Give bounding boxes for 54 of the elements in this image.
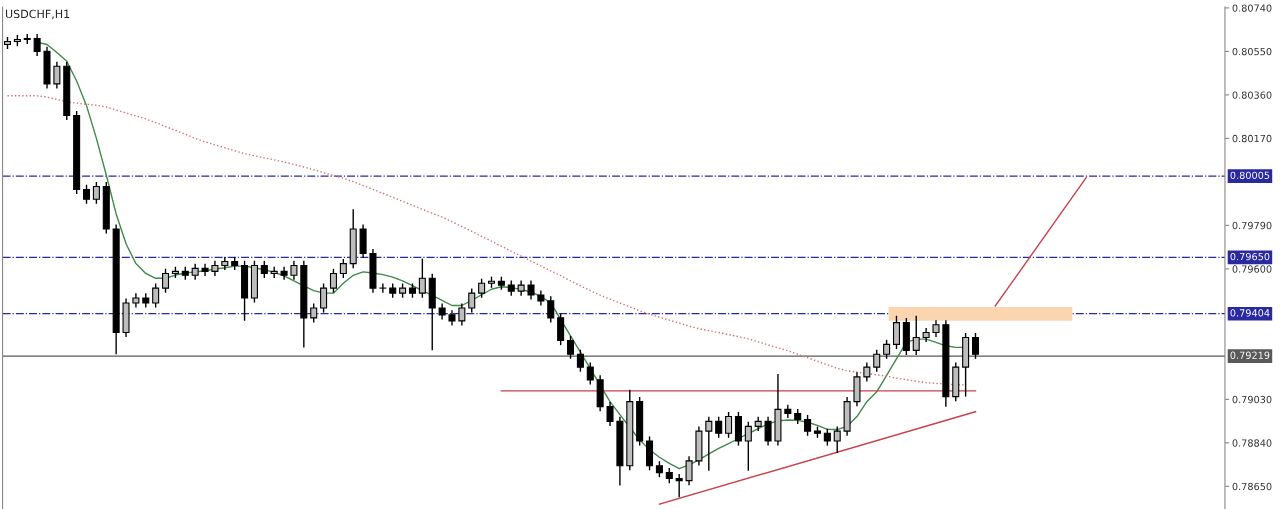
candlestick: [527, 279, 535, 301]
candlestick: [576, 348, 584, 373]
candlestick: [685, 455, 693, 486]
candlestick: [833, 425, 841, 454]
candlestick: [971, 332, 980, 360]
candlestick: [33, 33, 41, 57]
candlestick: [912, 315, 920, 356]
candlestick: [53, 61, 61, 90]
ref-line-label: 0.79219: [1230, 351, 1270, 359]
candlestick: [468, 287, 476, 314]
chart-title: USDCHF,H1: [5, 9, 70, 20]
candlestick: [557, 312, 565, 346]
candlestick: [83, 184, 91, 205]
candlestick: [715, 416, 723, 439]
candlestick: [310, 302, 318, 324]
candlestick: [162, 268, 170, 294]
y-tick-label: 0.79790: [1232, 221, 1272, 230]
candlestick: [458, 302, 466, 327]
candlestick: [744, 421, 752, 472]
candlestick: [379, 282, 387, 294]
candlestick: [804, 414, 812, 437]
candlestick: [270, 266, 278, 279]
y-tick-label: 0.79030: [1232, 395, 1272, 404]
ref-line-label: 0.79650: [1230, 252, 1270, 261]
candlestick: [863, 361, 871, 383]
candlestick: [478, 278, 486, 299]
candlestick: [725, 411, 733, 439]
candlestick: [764, 416, 772, 447]
y-tick-label: 0.80170: [1232, 134, 1272, 143]
candlestick: [418, 257, 426, 299]
y-tick-label: 0.78840: [1232, 439, 1272, 447]
y-tick-label: 0.79600: [1232, 265, 1272, 273]
candlestick: [606, 401, 614, 427]
candlestick: [586, 361, 594, 386]
candlestick: [320, 282, 328, 314]
candlestick: [883, 339, 891, 360]
y-tick-label: 0.80550: [1232, 47, 1272, 56]
candlestick: [705, 416, 713, 472]
y-tick-label: 0.80740: [1232, 4, 1272, 12]
candlestick: [201, 263, 209, 277]
candlestick: [892, 315, 900, 350]
candlestick: [290, 260, 298, 281]
candlestick: [92, 181, 100, 205]
candlestick: [339, 258, 347, 279]
candlestick: [152, 282, 160, 309]
y-tick-label: 0.80360: [1232, 91, 1272, 99]
candlestick: [873, 348, 881, 373]
candlestick: [567, 335, 575, 360]
ref-line-label: 0.80005: [1230, 171, 1270, 179]
y-tick-label: 0.78650: [1232, 482, 1272, 491]
candlestick: [675, 473, 683, 499]
ref-line-label: 0.79404: [1230, 309, 1270, 317]
candlestick: [329, 268, 337, 294]
candlestick: [547, 295, 555, 324]
